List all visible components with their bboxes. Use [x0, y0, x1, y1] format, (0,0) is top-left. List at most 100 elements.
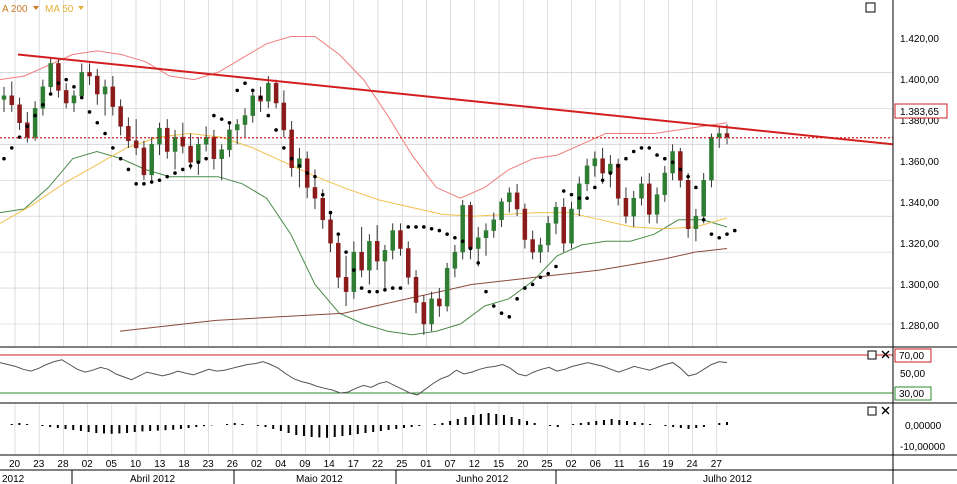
candle-body: [95, 75, 100, 95]
price-tick-label: 1.280,00: [900, 321, 939, 332]
candle-body: [639, 183, 644, 199]
candle-body: [716, 133, 722, 138]
day-tick-label: 09: [299, 459, 311, 470]
close-icon[interactable]: [881, 350, 890, 359]
sar-dot: [134, 182, 138, 186]
sar-dot: [422, 225, 426, 229]
candle-body: [460, 205, 465, 253]
sar-dot: [414, 225, 418, 229]
sar-dot: [460, 239, 465, 244]
candle-body: [281, 102, 287, 131]
sar-dot: [149, 180, 154, 184]
candle-body: [623, 197, 629, 217]
candle-body: [242, 115, 248, 125]
sar-dot: [725, 232, 729, 236]
sar-dot: [258, 95, 263, 100]
maximize-icon[interactable]: [867, 350, 877, 360]
candle-body: [499, 201, 504, 221]
sar-dot: [72, 85, 76, 89]
price-tick-label: 1.320,00: [900, 239, 939, 250]
candle-body: [693, 215, 699, 230]
candle-body: [685, 180, 691, 230]
sar-dot: [157, 178, 162, 183]
sar-dot: [499, 311, 504, 316]
day-tick-label: 06: [590, 459, 602, 470]
sar-dot: [64, 77, 68, 82]
candle-body: [584, 165, 590, 185]
candle-body: [530, 239, 535, 253]
candle-body: [507, 192, 512, 203]
sar-dot: [204, 156, 208, 161]
sar-dot: [445, 232, 449, 236]
resistance-trend-line: [17, 53, 894, 146]
candle-body: [600, 158, 605, 174]
sar-dot: [25, 124, 30, 129]
rsi-30-label: 30,00: [899, 389, 924, 400]
maximize-icon[interactable]: [867, 406, 877, 416]
close-icon[interactable]: [881, 406, 890, 415]
price-tick-label: 1.380,00: [900, 116, 939, 127]
sar-dot: [181, 167, 185, 172]
candle-body: [647, 183, 652, 215]
dropdown-arrow-icon[interactable]: [78, 6, 84, 10]
candle-body: [126, 126, 131, 141]
sar-dot: [523, 286, 527, 290]
sar-dot: [453, 235, 457, 240]
candle-body: [359, 251, 364, 271]
sar-dot: [41, 102, 45, 107]
candle-body: [538, 244, 543, 253]
sar-dot: [554, 264, 558, 269]
candle-body: [172, 136, 178, 152]
sar-dot: [111, 146, 115, 150]
candle-body: [678, 151, 683, 181]
sar-dot: [383, 288, 387, 292]
candle-body: [724, 133, 730, 138]
candle-body: [421, 302, 427, 325]
candle-body: [413, 277, 419, 303]
candle-body: [343, 277, 349, 292]
sar-dot: [48, 92, 53, 96]
current-price-badge: 1.383,65: [894, 103, 948, 119]
candle-body: [25, 122, 30, 138]
sar-dot: [398, 286, 403, 290]
candle-body: [118, 106, 123, 127]
candle-body: [592, 158, 598, 167]
day-tick-label: 25: [396, 459, 408, 470]
sar-dot: [546, 271, 550, 276]
sar-dot: [196, 160, 201, 165]
maximize-icon[interactable]: [865, 2, 876, 13]
candle-body: [227, 129, 232, 150]
legend-ma200: A 200: [2, 4, 28, 15]
sar-dot: [484, 289, 488, 294]
sar-dot: [243, 81, 247, 86]
candle-body: [701, 180, 706, 217]
sar-dot: [118, 156, 123, 161]
sar-dot: [437, 228, 442, 233]
day-tick-label: 28: [57, 459, 69, 470]
price-tick-label: 1.340,00: [900, 198, 939, 209]
day-tick-label: 23: [203, 459, 215, 470]
month-tick-label: Abril 2012: [130, 474, 175, 484]
sar-dot: [103, 131, 107, 136]
dropdown-arrow-icon[interactable]: [33, 6, 39, 10]
candle-body: [367, 241, 372, 271]
candle-body: [398, 230, 403, 249]
candle-body: [382, 250, 388, 262]
candle-body: [196, 144, 201, 163]
day-tick-label: 16: [638, 459, 650, 470]
candle-body: [437, 298, 442, 307]
candlesticks: [1, 58, 730, 335]
candle-body: [203, 136, 209, 145]
candle-body: [336, 242, 341, 278]
sar-dot: [95, 120, 100, 125]
day-tick-label: 01: [420, 459, 432, 470]
candle-body: [662, 172, 668, 195]
candle-body: [545, 223, 551, 246]
sar-dot: [289, 156, 294, 161]
candle-body: [569, 208, 574, 244]
day-tick-label: 20: [9, 459, 21, 470]
candle-body: [452, 251, 458, 269]
day-tick-label: 23: [33, 459, 45, 470]
